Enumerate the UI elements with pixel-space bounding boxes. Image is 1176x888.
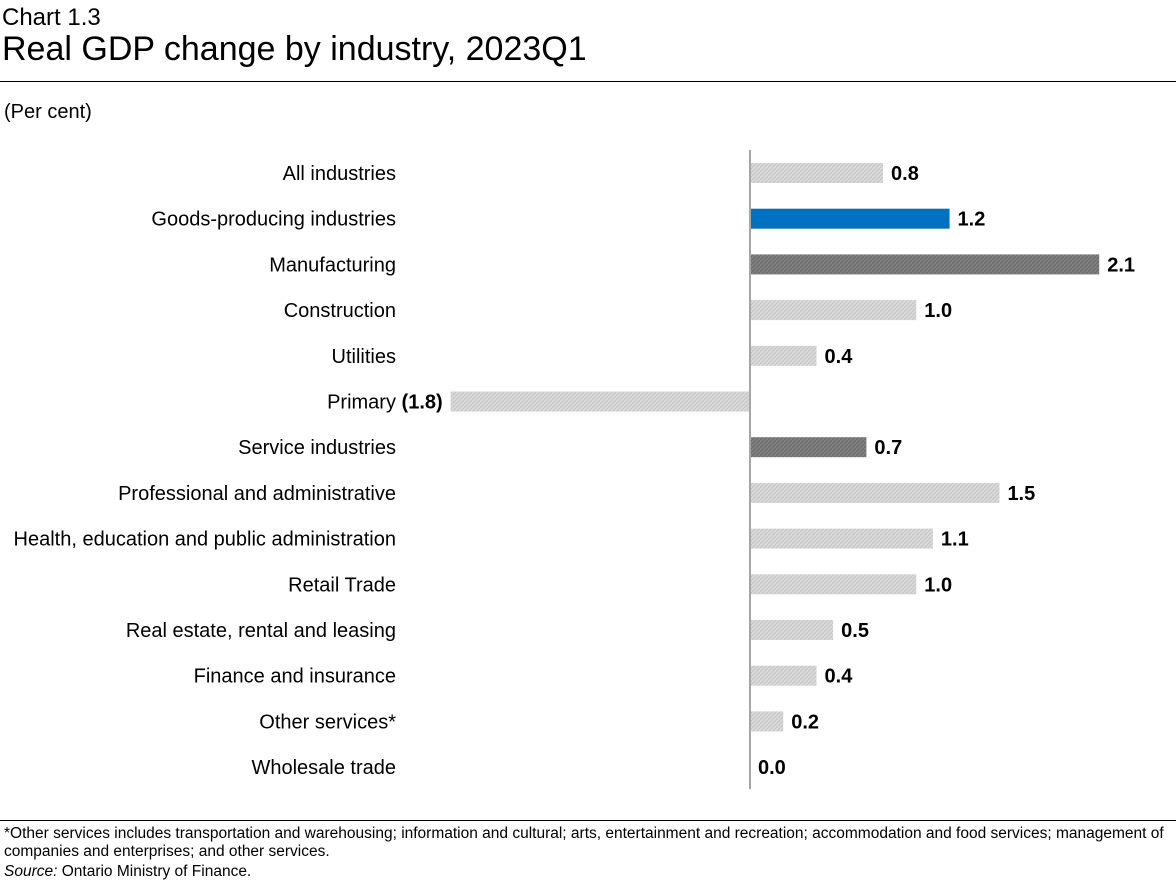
bar-chart: All industries 0.8 Goods-producing industr… [14,150,1135,790]
category-label-other-services: Other services* [259,711,396,733]
value-label-retail-trade: 1.0 [924,574,952,596]
value-label-manufacturing: 2.1 [1107,254,1135,276]
bar-finance-and-insurance [750,665,817,686]
bar-service-industries [750,437,867,458]
category-label-manufacturing: Manufacturing [269,254,396,276]
category-label-professional-and-administrative: Professional and administrative [118,483,396,505]
bar-construction [750,300,917,321]
value-label-professional-and-administrative: 1.5 [1007,483,1035,505]
source-line: Source: Ontario Ministry of Finance. [4,863,251,881]
value-label-goods-producing-industries: 1.2 [958,209,986,231]
source-text: Ontario Ministry of Finance. [57,863,252,880]
footnote: *Other services includes transportation … [4,825,1164,860]
category-label-utilities: Utilities [332,346,396,368]
footer-divider [0,820,1176,821]
chart-number: Chart 1.3 [2,4,101,31]
value-label-real-estate-rental-and-leasing: 0.5 [841,620,869,642]
category-label-primary: Primary (1.8) [327,392,443,414]
category-label-wholesale-trade: Wholesale trade [251,757,396,779]
category-label-real-estate-rental-and-leasing: Real estate, rental and leasing [126,620,396,642]
bar-all-industries [750,163,884,183]
bar-utilities [750,345,817,366]
category-label-construction: Construction [284,300,396,322]
unit-label: (Per cent) [4,101,92,123]
category-label-all-industries: All industries [283,163,396,185]
chart-title: Real GDP change by industry, 2023Q1 [2,30,587,68]
source-label: Source: [4,863,58,880]
category-label-service-industries: Service industries [238,437,396,459]
bar-retail-trade [750,574,917,595]
bar-manufacturing [750,254,1100,275]
category-label-goods-producing-industries: Goods-producing industries [151,209,396,231]
bar-primary [450,391,750,412]
title-divider [0,81,1176,82]
bar-health-education-and-public-administration [750,528,933,549]
value-label-health-education-and-public-administration: 1.1 [941,529,969,551]
value-label-finance-and-insurance: 0.4 [825,666,854,688]
category-label-health-education-and-public-administration: Health, education and public administrat… [14,529,396,551]
value-label-all-industries: 0.8 [891,163,919,185]
bar-real-estate-rental-and-leasing [750,620,834,640]
value-label-other-services: 0.2 [791,711,819,733]
value-label-utilities: 0.4 [825,346,854,368]
value-label-service-industries: 0.7 [874,437,902,459]
category-label-retail-trade: Retail Trade [288,574,396,596]
value-label-construction: 1.0 [924,300,952,322]
value-label-primary: (1.8) [402,392,443,414]
category-label-finance-and-insurance: Finance and insurance [194,666,396,688]
bar-goods-producing-industries [750,208,950,229]
value-label-wholesale-trade: 0.0 [758,757,786,779]
bar-professional-and-administrative [750,482,1000,503]
bar-other-services [750,711,784,732]
